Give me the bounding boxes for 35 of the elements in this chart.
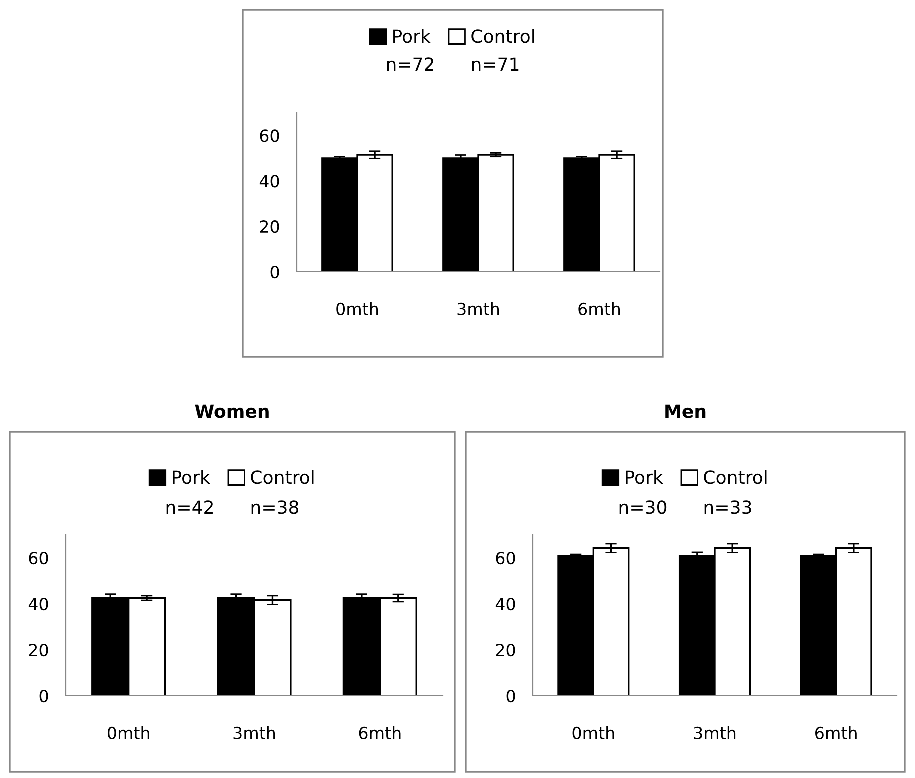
y-tick-label: 20 [496, 644, 516, 657]
legend-label: Pork [626, 470, 664, 484]
x-tick-label: 6mth [816, 726, 857, 740]
x-tick-label: 6mth [578, 302, 620, 316]
x-tick-label: 0mth [108, 726, 150, 740]
x-tick-label: 0mth [572, 726, 614, 740]
x-tick-label: 6mth [359, 726, 401, 740]
x-tick-label: 3mth [694, 726, 736, 740]
chart-title: Women [195, 404, 269, 418]
text: n=42 [166, 500, 213, 514]
y-tick-label: 40 [28, 598, 48, 611]
text: n=38 [252, 500, 299, 514]
x-tick-label: 3mth [234, 726, 276, 740]
y-tick-label: 20 [29, 644, 48, 657]
y-tick-label: 60 [260, 130, 280, 142]
text: n=30 [620, 500, 667, 514]
legend-label: Control [472, 29, 534, 44]
text: n=72 [387, 58, 434, 71]
text: n=33 [704, 500, 752, 514]
text: n=71 [472, 58, 519, 71]
x-tick-label: 3mth [458, 302, 500, 316]
legend-label: Control [704, 470, 767, 484]
legend-label: Pork [394, 29, 431, 44]
legend-label: Pork [173, 470, 210, 484]
y-tick-label: 0 [506, 690, 516, 703]
y-tick-label: 0 [40, 690, 48, 703]
y-tick-label: 60 [29, 552, 48, 565]
y-tick-label: 40 [260, 175, 280, 188]
legend-label: Control [251, 470, 314, 484]
chart-title: Men [666, 404, 706, 418]
y-tick-label: 0 [270, 266, 280, 279]
y-tick-label: 20 [260, 220, 280, 234]
y-tick-label: 60 [496, 552, 516, 565]
x-tick-label: 0mth [336, 302, 378, 316]
y-tick-label: 40 [496, 598, 516, 611]
